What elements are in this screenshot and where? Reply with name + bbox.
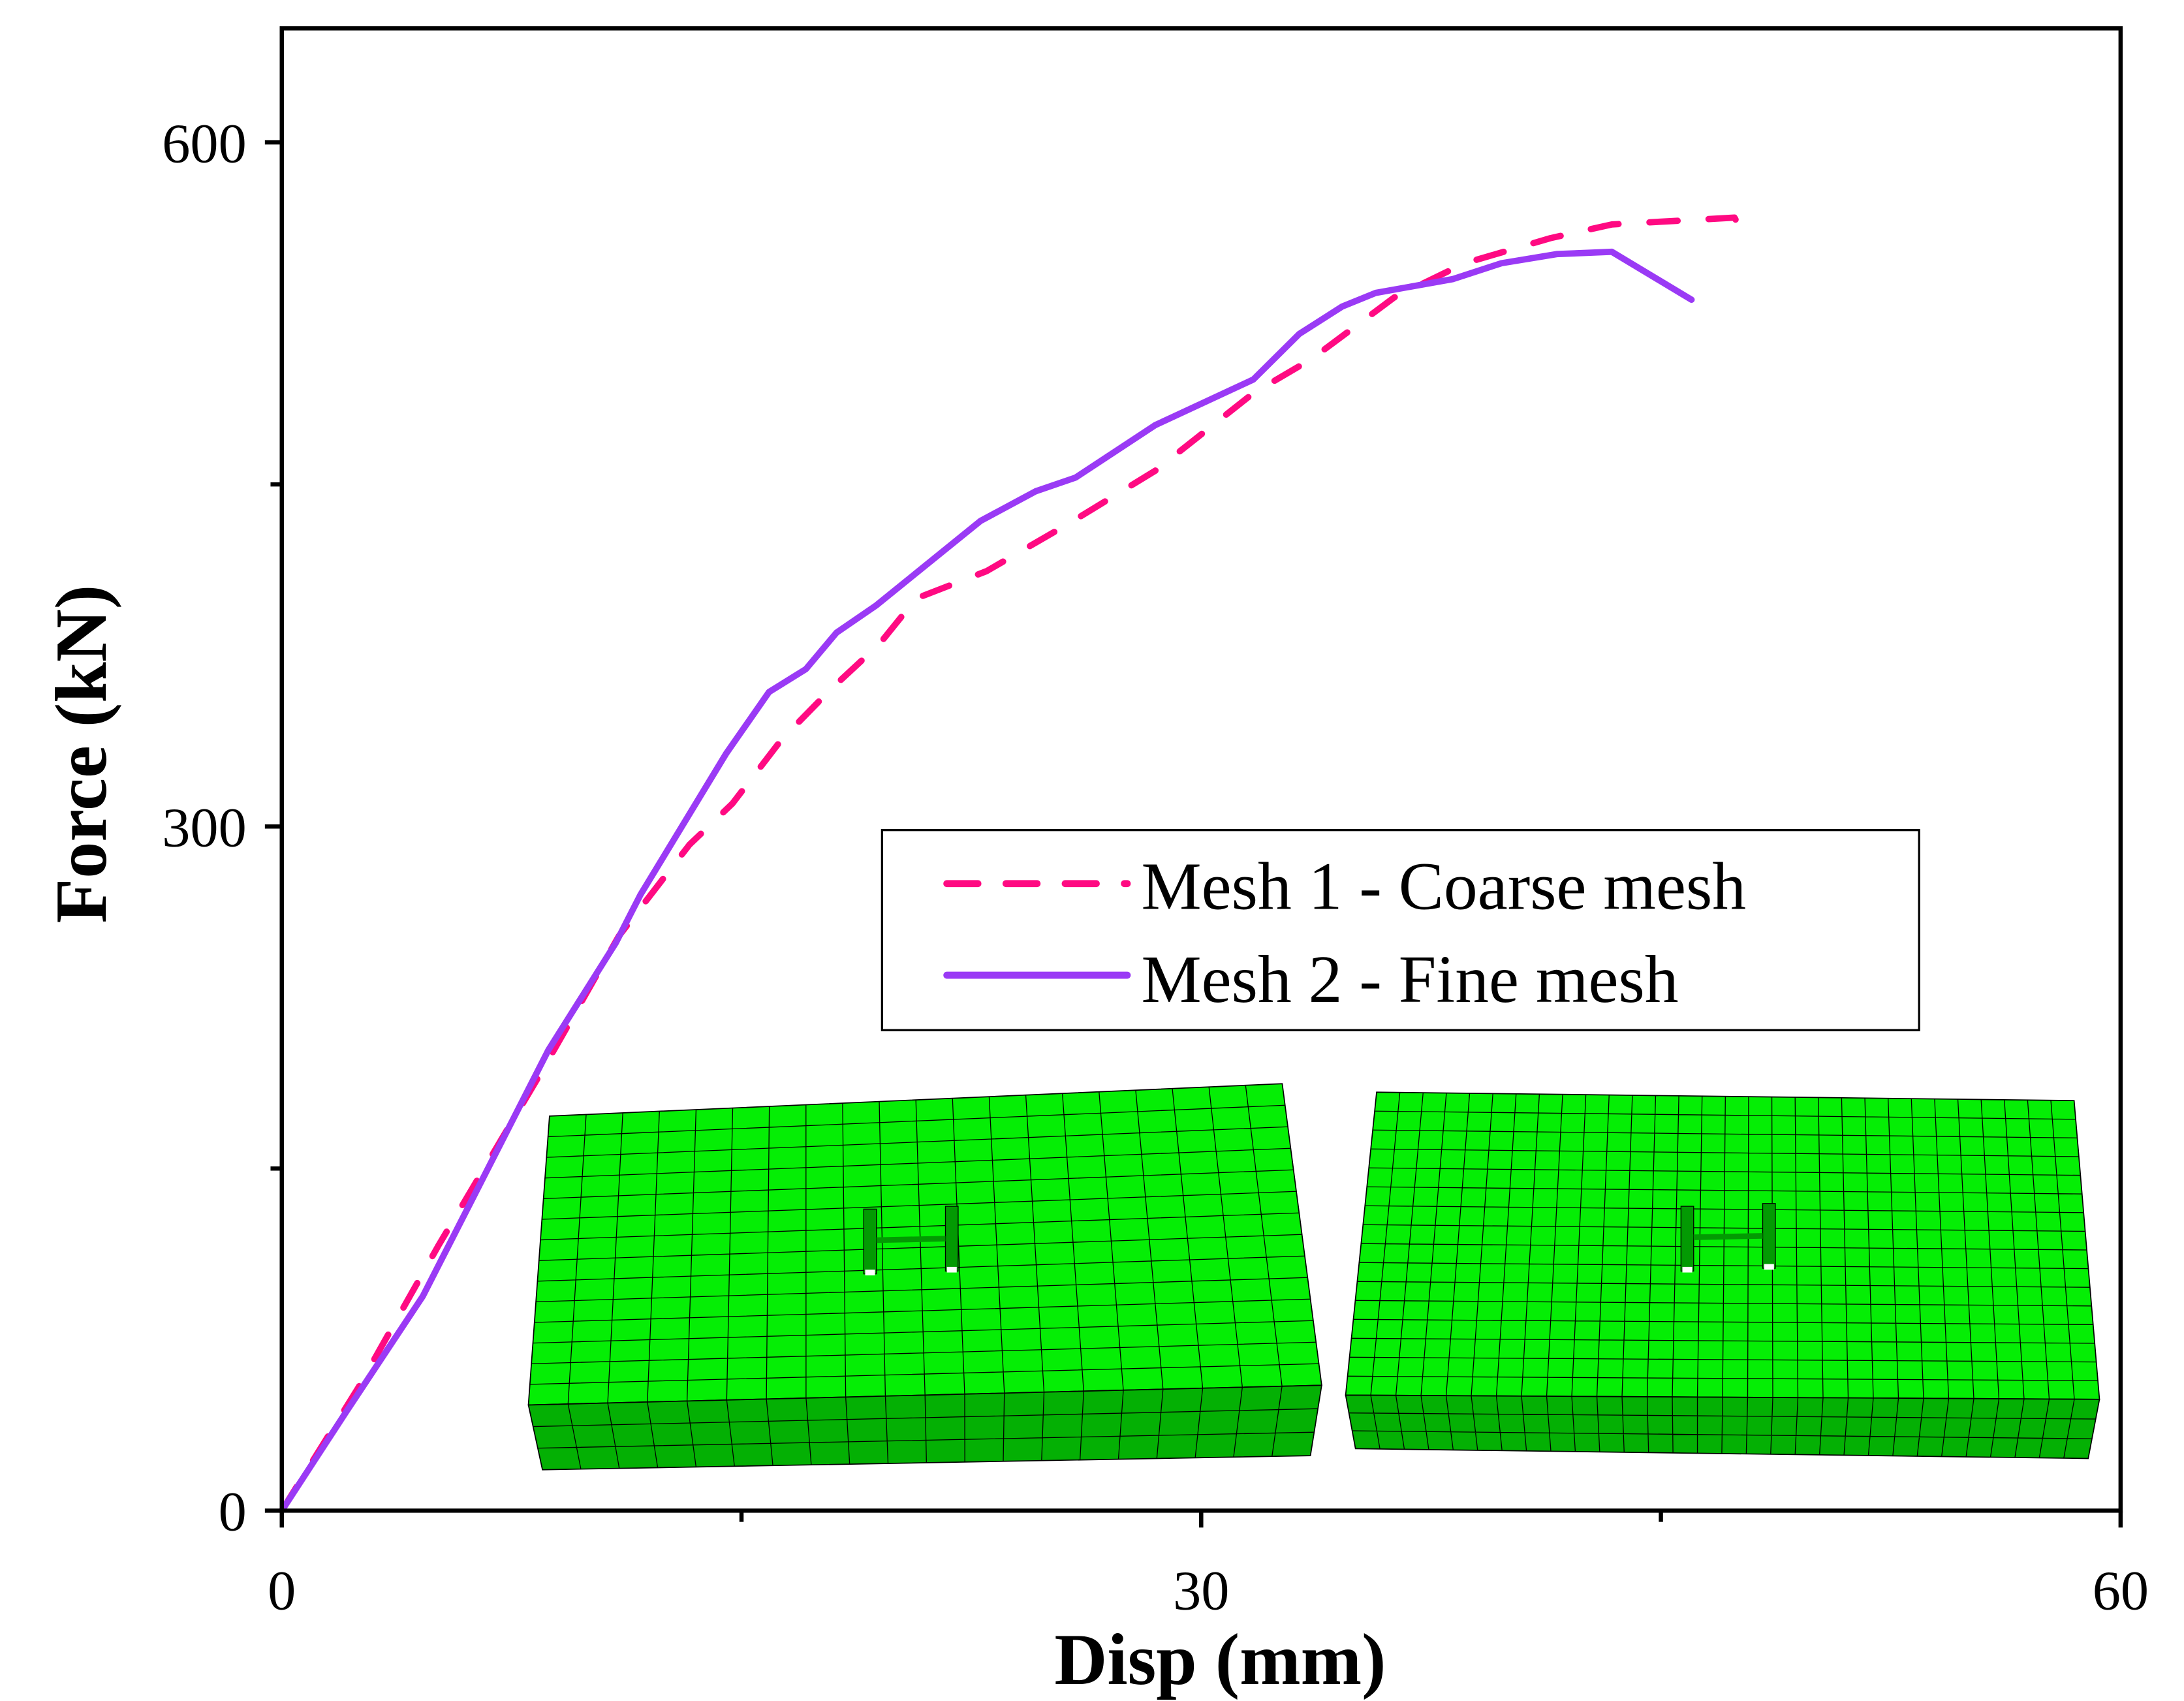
legend-box	[881, 829, 1920, 1031]
connector-right	[944, 1206, 959, 1272]
connector-left	[863, 1208, 877, 1275]
legend-label-mesh2: Mesh 2 - Fine mesh	[1142, 943, 1679, 1017]
series-line-mesh2	[278, 248, 1695, 1514]
x-tick-label: 60	[2093, 1559, 2149, 1621]
y-tick-label: 0	[219, 1480, 247, 1543]
y-tick-label: 300	[162, 796, 247, 858]
y-axis-label: Force (kN)	[41, 585, 122, 923]
x-tick-label: 0	[268, 1559, 296, 1621]
x-axis-label: Disp (mm)	[1054, 1619, 1386, 1700]
fine-mesh-inset	[1345, 1091, 2100, 1459]
series-group	[278, 214, 1753, 1514]
x-tick-label: 30	[1173, 1559, 1229, 1621]
legend: Mesh 1 - Coarse mesh Mesh 2 - Fine mesh	[881, 829, 1920, 1031]
legend-label-mesh1: Mesh 1 - Coarse mesh	[1142, 850, 1747, 924]
mesh-insets	[527, 1083, 2100, 1471]
coarse-mesh-inset	[527, 1083, 1322, 1471]
y-tick-label: 600	[162, 112, 247, 174]
connector-right	[1762, 1203, 1776, 1269]
connector-left	[1680, 1206, 1694, 1272]
